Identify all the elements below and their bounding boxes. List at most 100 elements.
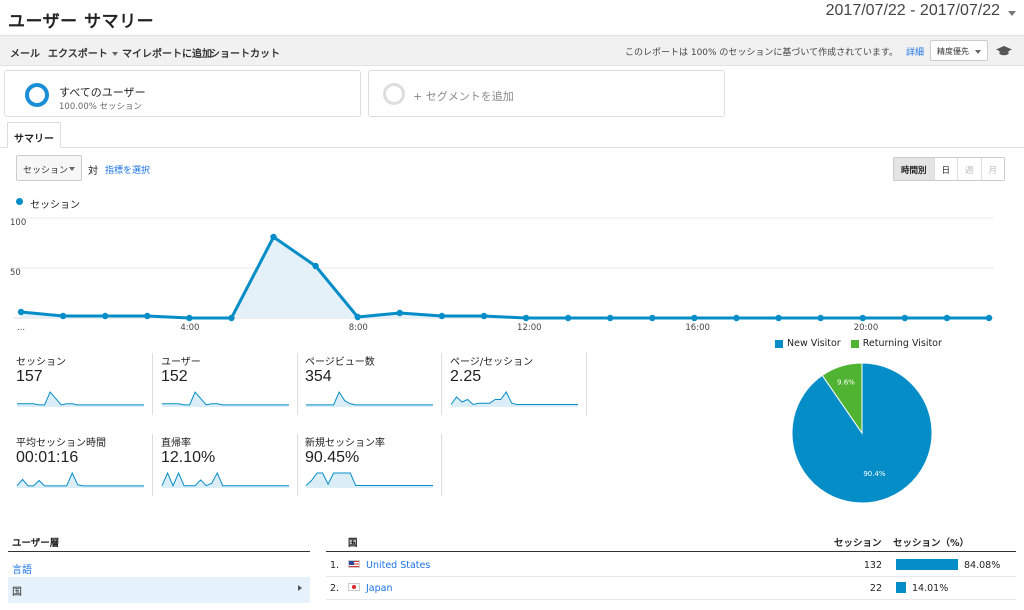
data-point[interactable]	[480, 312, 488, 320]
granularity-month-button[interactable]: 月	[980, 158, 1005, 180]
data-point[interactable]	[228, 314, 235, 322]
metric-card[interactable]: ページビュー数 354	[305, 353, 435, 413]
country-link[interactable]: United States	[366, 560, 431, 571]
metric-sparkline	[305, 472, 433, 488]
data-point[interactable]	[17, 308, 25, 316]
data-point[interactable]	[943, 314, 951, 322]
email-button[interactable]: メール	[10, 49, 40, 60]
data-point[interactable]	[901, 314, 909, 322]
data-point[interactable]	[101, 312, 109, 320]
sparkline-line	[16, 471, 144, 487]
metric-name: 平均セッション時間	[16, 438, 106, 449]
x-tick-label: 8:00	[349, 323, 368, 333]
granularity-toggle: 時間別 日 週 月	[893, 157, 1006, 181]
metric-card[interactable]: 平均セッション時間 00:01:16	[16, 434, 146, 494]
tab-summary[interactable]: サマリー	[7, 122, 61, 148]
segment-name: すべてのユーザー	[59, 86, 146, 99]
metric-card[interactable]: 直帰率 12.10%	[161, 434, 291, 494]
metric-sparkline	[450, 391, 578, 407]
report-header: ユーザー サマリー 2017/07/22 - 2017/07/22	[0, 0, 1024, 36]
x-tick-label: 16:00	[685, 323, 710, 333]
data-point[interactable]	[817, 314, 824, 322]
graduation-cap-icon[interactable]	[996, 46, 1012, 56]
data-point[interactable]	[354, 313, 361, 321]
metric-card[interactable]: ユーザー 152	[161, 353, 291, 413]
dimension-language-link[interactable]: 言語	[12, 565, 32, 576]
select-metric-link[interactable]: 指標を選択	[105, 166, 151, 176]
date-range-dropdown-icon[interactable]	[1008, 11, 1016, 16]
metric-value: 2.25	[450, 368, 482, 385]
detail-link[interactable]: 詳細	[905, 48, 924, 58]
data-point[interactable]	[396, 309, 403, 317]
y-tick-label: 100	[10, 218, 26, 228]
sparkline-line	[306, 390, 433, 406]
data-point[interactable]	[985, 314, 993, 322]
granularity-day-button[interactable]: 日	[933, 158, 958, 180]
new-visitor-swatch	[775, 339, 783, 348]
data-point[interactable]	[607, 314, 614, 322]
export-button[interactable]: エクスポート	[48, 45, 118, 60]
returning-visitor-swatch	[850, 339, 859, 348]
data-point[interactable]	[270, 233, 277, 241]
data-point[interactable]	[59, 312, 67, 320]
sessions-value: 132	[863, 560, 882, 571]
metric-name: ページビュー数	[305, 357, 375, 368]
us-flag-icon	[348, 560, 360, 568]
sessions-value: 22	[869, 583, 882, 594]
metric-sparkline	[17, 391, 144, 407]
metric-divider	[297, 434, 298, 496]
metric-sparkline	[161, 471, 289, 488]
data-point[interactable]	[733, 314, 740, 322]
data-point[interactable]	[438, 312, 446, 320]
data-point[interactable]	[691, 314, 698, 322]
data-point[interactable]	[144, 312, 151, 320]
empty-segment-ring-icon	[383, 83, 405, 105]
precision-select[interactable]: 精度優先	[930, 40, 988, 61]
segment-color-ring-icon	[25, 83, 49, 107]
shortcut-button[interactable]: ショートカット	[210, 49, 280, 60]
sampling-note: このレポートは 100% のセッションに基づいて作成されています。	[624, 48, 898, 58]
data-point[interactable]	[312, 262, 319, 270]
metric-divider	[586, 353, 587, 415]
sparkline-area	[162, 473, 289, 488]
metric-select[interactable]: セッション	[16, 155, 82, 181]
metric-value: 90.45%	[305, 449, 360, 466]
y-tick-label: 50	[10, 268, 21, 278]
series-legend-dot	[16, 198, 23, 205]
report-toolbar: メール エクスポート マイレポートに追加 ショートカット このレポートは 100…	[0, 36, 1024, 66]
table-row: 2. Japan 22 14.01%	[326, 577, 1016, 600]
granularity-hourly-button[interactable]: 時間別	[894, 158, 934, 180]
sparkline-line	[161, 471, 289, 487]
date-range-picker[interactable]: 2017/07/22 - 2017/07/22	[825, 2, 1000, 19]
metric-value: 00:01:16	[16, 449, 79, 466]
chevron-down-icon	[111, 52, 118, 56]
metric-card[interactable]: 新規セッション率 90.45%	[305, 434, 435, 494]
metric-value: 354	[305, 368, 332, 385]
add-segment-button[interactable]: + セグメントを追加	[368, 70, 725, 117]
country-link[interactable]: Japan	[366, 583, 393, 594]
data-point[interactable]	[775, 314, 782, 322]
data-point[interactable]	[859, 314, 866, 322]
x-tick-label: 20:00	[854, 323, 879, 333]
segment-percentage: 100.00% セッション	[59, 102, 143, 112]
pie-legend: New Visitor Returning Visitor	[775, 338, 942, 349]
data-point[interactable]	[649, 314, 656, 322]
pie-slice-label: 90.4%	[863, 470, 886, 478]
metric-sparkline	[16, 471, 144, 488]
granularity-week-button[interactable]: 週	[957, 158, 981, 180]
dimension-country-row[interactable]: 国	[8, 577, 310, 603]
metric-card[interactable]: ページ/セッション 2.25	[450, 353, 580, 413]
chevron-down-icon	[69, 167, 75, 171]
sessions-percent-value: 14.01%	[912, 583, 949, 594]
metric-divider	[441, 353, 442, 415]
metric-card[interactable]: セッション 157	[16, 353, 146, 413]
data-point[interactable]	[522, 314, 530, 322]
pie-legend-returning-visitor: Returning Visitor	[850, 338, 942, 349]
pie-slice-returning-visitor[interactable]	[821, 362, 863, 435]
tab-strip-divider	[0, 147, 1024, 148]
table-row: 1. United States 132 84.08%	[326, 554, 1016, 577]
data-point[interactable]	[186, 314, 193, 322]
add-to-dashboard-button[interactable]: マイレポートに追加	[122, 49, 212, 60]
data-point[interactable]	[564, 314, 572, 322]
segment-all-users[interactable]: すべてのユーザー 100.00% セッション	[4, 70, 361, 117]
